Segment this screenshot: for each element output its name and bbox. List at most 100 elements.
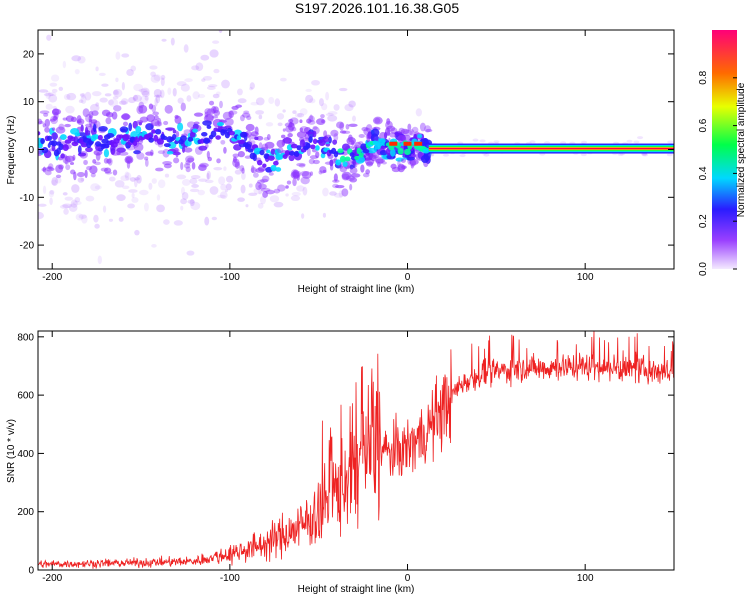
spectral-blob [285,193,289,197]
spectral-blob [266,134,271,141]
spectral-blob [544,141,551,145]
spectrogram-frame [37,29,675,270]
spectral-blob [173,157,180,164]
spectral-blob [63,208,69,215]
spectral-blob [289,121,293,128]
spectral-blob [379,145,387,150]
spectral-blob [176,81,187,87]
spectral-blob [45,103,53,110]
spectral-blob [208,100,215,106]
spectral-blob [62,144,69,151]
spectral-blob [276,139,285,148]
snr-ytick-label: 600 [17,391,34,402]
spectral-blob [301,171,312,179]
spectral-blob [306,118,312,124]
spectral-blob [43,112,49,117]
spectral-blob [529,140,536,144]
spectral-blob [70,199,78,208]
spectral-blob [138,104,148,114]
spectral-blob [145,151,154,156]
spectral-blob [263,137,270,141]
colorbar: 0.0 0.2 0.4 0.6 0.8 Normalized spectral ampl… [698,30,747,276]
spectral-blob [641,152,648,156]
spectral-blob [88,118,93,126]
spectral-blob [329,164,334,171]
spectral-blob [415,108,423,117]
spectral-blob [69,136,76,142]
spectral-blob [156,138,165,145]
spectral-blob [324,161,334,165]
spectral-blob [290,195,301,202]
spectral-blob [348,100,356,108]
spectral-blob [239,165,245,172]
spectral-blob [237,197,245,202]
spectral-blob [335,184,345,189]
spectral-blob [282,109,286,113]
spectral-blob [128,122,133,132]
spectral-blob [93,214,99,223]
carrier-band [428,147,674,150]
spectral-blob [139,95,149,105]
spectral-blob [352,159,357,165]
spectral-blob [268,96,275,104]
spectral-blob [172,129,177,134]
spectral-blob [58,86,64,91]
spectral-blob [304,132,310,140]
spectral-blob [240,114,245,122]
spectrogram-x-label: Height of straight line (km) [298,284,415,295]
spectral-blob [186,121,196,129]
spectral-blob [201,132,208,137]
spectral-blob [232,153,240,158]
snr-xtick-label: -200 [42,573,62,584]
spectral-blob [146,114,156,123]
spectral-blob [160,74,166,80]
spectrogram-xtick-label: -100 [220,272,240,283]
spectral-blob [181,178,191,186]
spectral-blob [297,112,305,118]
spectral-blob [210,130,217,138]
spectral-blob [83,159,88,166]
spectral-blob [58,143,64,151]
snr-panel: -200 -100 0 100 0 200 400 600 800 Height of stra… [6,330,675,595]
spectral-blob [350,173,361,178]
spectral-blob [82,108,90,117]
spectral-blob [325,91,330,101]
spectral-blob [80,177,85,182]
spectral-blob [111,111,118,120]
spectral-blob [234,161,240,169]
spectral-blob [309,171,314,176]
spectral-blob [298,163,306,168]
spectral-blob [345,175,355,181]
snr-ytick-label: 800 [17,332,34,343]
snr-axes: -200 -100 0 100 0 200 400 600 800 [17,331,674,584]
spectral-blob [48,94,58,103]
spectral-blob [74,196,81,203]
spectral-blob [103,148,110,158]
spectral-blob [205,114,214,121]
spectral-blob [626,139,633,143]
spectral-blob [145,159,149,167]
spectral-blob [617,152,624,156]
spectral-blob [338,87,348,92]
spectral-blob [299,108,308,116]
spectral-blob [637,136,644,140]
spectral-blob [115,51,121,60]
spectral-blob [55,126,66,134]
spectral-blob [95,152,101,161]
spectral-blob [77,145,82,154]
spectrogram-ytick-label: 0 [28,145,34,156]
spectral-blob [185,155,195,163]
spectral-blob [110,149,120,156]
spectral-blob [190,201,201,211]
spectral-blob [113,105,122,112]
spectral-blob [310,144,316,150]
spectral-blob [240,131,248,138]
spectral-blob [275,167,282,172]
spectral-amplitude-blobs [38,30,674,265]
spectral-blob [245,123,255,132]
spectral-blob [108,176,116,182]
spectral-blob [341,171,352,180]
spectral-blob [92,159,97,164]
spectral-blob [148,182,153,190]
spectral-blob [72,200,82,206]
